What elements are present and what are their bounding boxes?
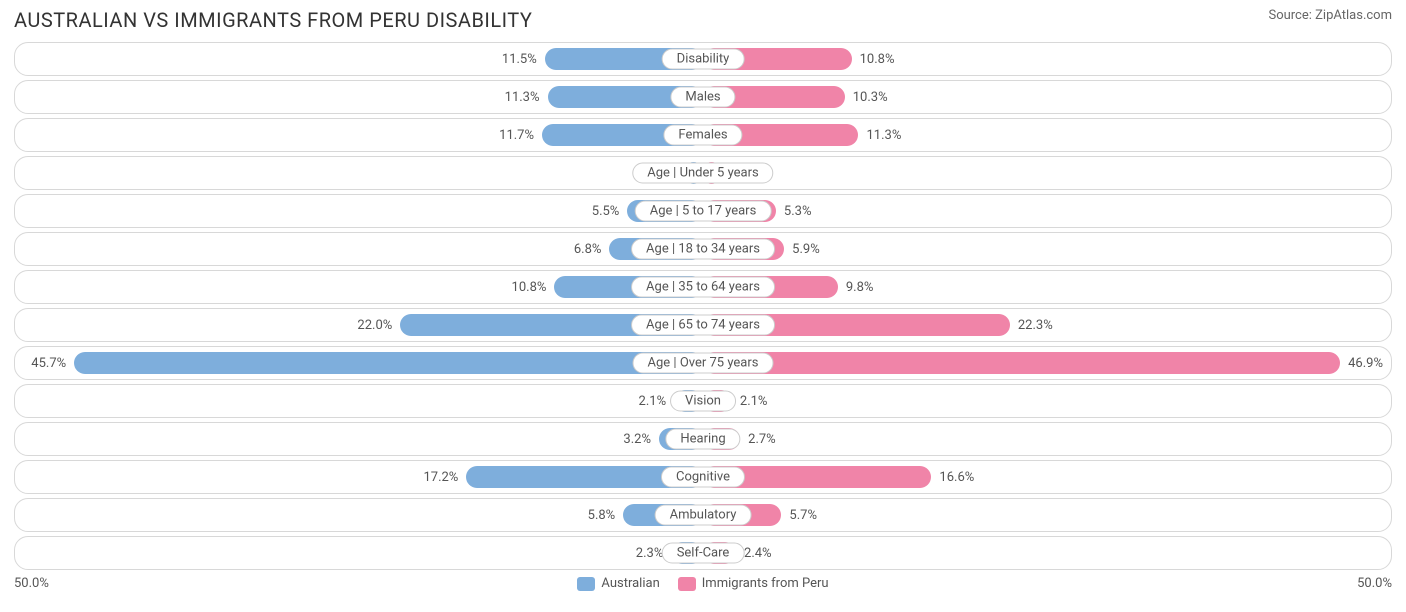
bar-container-right: 5.7% [703,499,1391,531]
legend-swatch-peru [678,577,696,591]
legend-label-australian: Australian [601,576,659,591]
bar-container-left: 22.0% [15,309,703,341]
category-label: Females [663,125,742,146]
chart-row: 10.8% 9.8% Age | 35 to 64 years [14,270,1392,304]
bar-container-right: 5.3% [703,195,1391,227]
chart-row: 2.3%2.4%Self-Care [14,536,1392,570]
legend: Australian Immigrants from Peru [577,576,828,591]
category-label: Ambulatory [655,505,752,526]
axis-label-left: 50.0% [14,576,49,591]
bar-container-right: 10.3% [703,81,1391,113]
value-label-right: 5.9% [784,242,828,257]
bar-container-left: 11.7% [15,119,703,151]
value-label-right: 5.3% [776,204,820,219]
chart-row: 11.7% 11.3% Females [14,118,1392,152]
bar-container-right: 2.7% [703,423,1391,455]
bar-container-left: 2.1% [15,385,703,417]
bar-container-left: 5.5% [15,195,703,227]
source-label: Source: ZipAtlas.com [1268,8,1392,23]
bar-container-right: 11.3% [703,119,1391,151]
bar-container-left: 45.7% [15,347,703,379]
bar-container-right: 46.9% [703,347,1391,379]
value-label-right: 22.3% [1010,318,1061,333]
bar-container-right: 9.8% [703,271,1391,303]
value-label-left: 6.8% [566,242,610,257]
value-label-right: 2.1% [732,394,776,409]
value-label-right: 10.3% [845,90,896,105]
bar-container-left: 5.8% [15,499,703,531]
value-label-left: 5.8% [580,508,624,523]
bar-container-left: 17.2% [15,461,703,493]
chart-title: AUSTRALIAN VS IMMIGRANTS FROM PERU DISAB… [14,8,532,32]
chart-row: 6.8% 5.9% Age | 18 to 34 years [14,232,1392,266]
value-label-right: 10.8% [852,52,903,67]
bar-container-right: 2.4% [703,537,1391,569]
chart-row: 45.7% 46.9% Age | Over 75 years [14,346,1392,380]
axis-label-right: 50.0% [1357,576,1392,591]
value-label-left: 3.2% [615,432,659,447]
chart-footer: 50.0% Australian Immigrants from Peru 50… [14,576,1392,591]
legend-label-peru: Immigrants from Peru [702,576,829,591]
bar-container-left: 11.3% [15,81,703,113]
bar-container-left: 10.8% [15,271,703,303]
header: AUSTRALIAN VS IMMIGRANTS FROM PERU DISAB… [14,8,1392,32]
category-label: Males [670,87,735,108]
bar-container-right: 1.2% [703,157,1391,189]
value-label-left: 11.3% [497,90,548,105]
legend-swatch-australian [577,577,595,591]
chart-row: 17.2% 16.6% Cognitive [14,460,1392,494]
chart-row: 5.5% 5.3% Age | 5 to 17 years [14,194,1392,228]
bar-container-right: 2.1% [703,385,1391,417]
value-label-left: 5.5% [584,204,628,219]
chart-row: 11.5% 10.8% Disability [14,42,1392,76]
chart-row: 5.8% 5.7% Ambulatory [14,498,1392,532]
bar-left [74,352,703,374]
category-label: Disability [662,49,745,70]
bar-container-right: 5.9% [703,233,1391,265]
value-label-left: 2.1% [631,394,675,409]
value-label-left: 10.8% [504,280,555,295]
value-label-right: 5.7% [781,508,825,523]
bar-container-right: 10.8% [703,43,1391,75]
value-label-right: 11.3% [858,128,909,143]
bar-container-left: 1.4% [15,157,703,189]
value-label-left: 45.7% [23,356,74,371]
legend-item-australian: Australian [577,576,659,591]
chart-row: 1.4%1.2%Age | Under 5 years [14,156,1392,190]
value-label-left: 11.5% [494,52,545,67]
category-label: Age | Under 5 years [632,163,773,184]
bar-container-left: 11.5% [15,43,703,75]
bar-container-right: 16.6% [703,461,1391,493]
category-label: Age | 65 to 74 years [631,315,775,336]
chart-row: 3.2% 2.7%Hearing [14,422,1392,456]
category-label: Self-Care [662,543,745,564]
value-label-left: 17.2% [415,470,466,485]
value-label-right: 9.8% [838,280,882,295]
category-label: Age | 35 to 64 years [631,277,775,298]
value-label-left: 22.0% [349,318,400,333]
category-label: Cognitive [661,467,745,488]
category-label: Age | Over 75 years [633,353,774,374]
chart-row: 2.1% 2.1%Vision [14,384,1392,418]
value-label-right: 46.9% [1340,356,1391,371]
chart-row: 11.3% 10.3% Males [14,80,1392,114]
chart-row: 22.0% 22.3% Age | 65 to 74 years [14,308,1392,342]
diverging-bar-chart: 11.5% 10.8% Disability 11.3% 10.3% Males 11.7%… [14,42,1392,570]
bar-container-right: 22.3% [703,309,1391,341]
category-label: Vision [670,391,736,412]
category-label: Age | 5 to 17 years [635,201,772,222]
legend-item-peru: Immigrants from Peru [678,576,829,591]
value-label-left: 11.7% [491,128,542,143]
value-label-right: 16.6% [931,470,982,485]
bar-container-left: 6.8% [15,233,703,265]
bar-container-left: 2.3% [15,537,703,569]
bar-right [703,352,1340,374]
value-label-right: 2.7% [740,432,784,447]
category-label: Age | 18 to 34 years [631,239,775,260]
category-label: Hearing [665,429,740,450]
bar-container-left: 3.2% [15,423,703,455]
